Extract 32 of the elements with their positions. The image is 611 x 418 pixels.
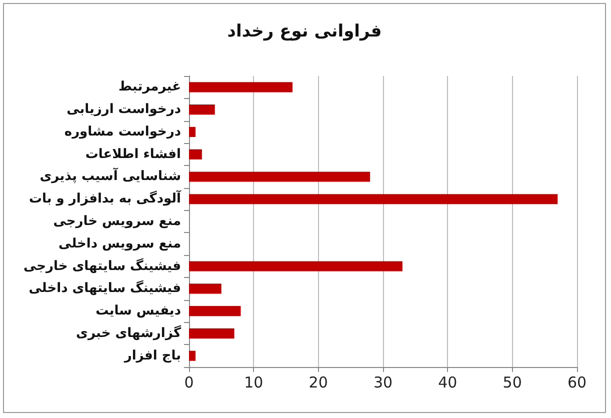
- bar: [189, 284, 222, 294]
- y-tick-label: شناسایی آسیب پذیری: [40, 167, 181, 184]
- y-tick-label: فیشینگ سایتهای خارجی: [23, 258, 181, 274]
- x-tick-label: 0: [184, 374, 194, 392]
- y-tick-label: فیشینگ سایتهای داخلی: [28, 280, 181, 296]
- x-tick-label: 60: [567, 374, 587, 392]
- bar: [189, 82, 292, 92]
- x-tick-label: 40: [438, 374, 458, 392]
- x-tick-label: 50: [502, 374, 522, 392]
- y-tick-label: افشاء اطلاعات: [85, 146, 181, 162]
- bar: [189, 104, 215, 115]
- bar: [189, 126, 196, 137]
- bar: [189, 172, 370, 182]
- y-tick-label: آلودگی به بدافزار و بات: [28, 190, 182, 207]
- x-tick-label: 30: [373, 374, 393, 392]
- bar: [189, 306, 241, 316]
- x-tick-label: 20: [308, 374, 328, 392]
- y-tick-label: غیرمرتبط: [118, 80, 181, 95]
- y-tick-label: گزارشهای خبری: [76, 324, 182, 341]
- y-tick-label: باج افزار: [123, 348, 181, 364]
- y-tick-label: درخواست مشاوره: [64, 124, 182, 140]
- x-tick-label: 10: [244, 374, 264, 392]
- bar: [189, 261, 402, 272]
- chart-title: فراوانی نوع رخداد: [227, 22, 382, 42]
- y-tick-label: درخواست ارزیابی: [66, 102, 182, 118]
- bar: [189, 149, 202, 160]
- bar: [189, 350, 196, 361]
- y-tick-label: منع سرویس داخلی: [58, 236, 181, 252]
- y-tick-label: دیفیس سایت: [96, 304, 182, 319]
- bar: [189, 194, 558, 204]
- y-tick-label: منع سرویس خارجی: [53, 214, 181, 229]
- bar: [189, 328, 234, 338]
